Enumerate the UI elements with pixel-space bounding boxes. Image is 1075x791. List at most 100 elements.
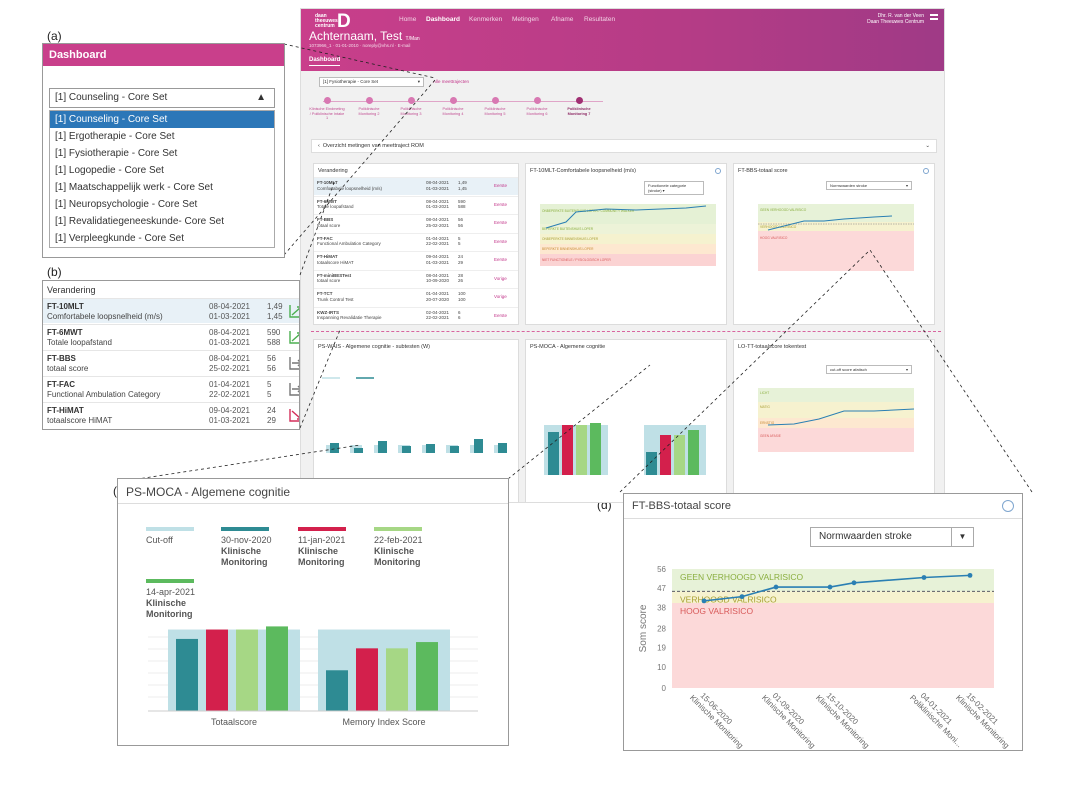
data-point — [773, 584, 779, 590]
data-point — [967, 572, 973, 578]
y-tick-label: 47 — [657, 584, 666, 593]
category-label: Totaalscore — [211, 717, 257, 727]
step-6[interactable]: Poliklinische Monitoring 6 — [519, 97, 555, 116]
table-row[interactable]: FT-HiMAT totaalscore HiMAT 09-04-2021 01-03… — [43, 402, 299, 427]
verandering-panel-small: Verandering FT-10MLT Comfortabele loopsne… — [313, 163, 519, 325]
trend-up-icon — [289, 305, 299, 318]
y-tick-label: 19 — [657, 644, 666, 653]
user-info[interactable]: Dhr. R. van der Veen Daan Theeuwes Centru… — [867, 13, 924, 25]
data-point — [851, 580, 857, 586]
y-axis-label: Som score — [638, 604, 649, 652]
table-row[interactable]: FT-miniBESTest totaal score 08-04-2021 10-0… — [314, 269, 518, 288]
x-tick-label: 15-02-2021Klinische Monitoring — [954, 687, 1017, 750]
trend-down-icon — [289, 409, 299, 422]
table-row[interactable]: FT-BBS totaal score 08-04-2021 25-02-2021 56… — [314, 214, 518, 232]
table-row[interactable]: FT-10MLT Comfortabele loopsnelheid (m/s) 0… — [314, 177, 518, 195]
svg-text:GEEN VERHOOGD VALRISICO: GEEN VERHOOGD VALRISICO — [760, 208, 807, 212]
logo-mark: D — [337, 11, 351, 32]
dashboard-app: daan theeuwes centrum D Home Dashboard Ken… — [300, 8, 945, 503]
option-counseling[interactable]: [1] Counseling - Core Set — [50, 111, 274, 128]
table-row[interactable]: FT-FAC Functional Ambulation Category 01-0… — [314, 232, 518, 251]
bar-14-apr-2021 — [266, 626, 288, 711]
legend-cutoff: Cut-off — [146, 527, 194, 546]
menu-icon[interactable] — [930, 14, 938, 20]
step-4[interactable]: Poliklinische Monitoring 4 — [435, 97, 471, 116]
svg-text:MATIG: MATIG — [760, 405, 770, 409]
table-row[interactable]: FT-BBS totaal score 08-04-2021 25-02-2021 56… — [43, 350, 299, 375]
patient-name: Achternaam, Test T/Man — [309, 29, 420, 43]
legend-22-feb-2021: 22-feb-2021 Klinische Monitoring — [374, 527, 423, 568]
date-cell: 09-04-2021 01-03-2021 — [209, 406, 250, 425]
svg-text:BEPERKTE BINNENSHUIS LOPER: BEPERKTE BINNENSHUIS LOPER — [542, 247, 594, 251]
measure-cell: FT-HiMAT totaalscore HiMAT — [47, 406, 113, 425]
normwaarden-select[interactable]: Normwaarden stroke ▼ — [810, 527, 974, 547]
bbs-small-select[interactable]: Normwaarden stroke ▾ — [826, 181, 912, 190]
option-fysiotherapie[interactable]: [1] Fysiotherapie - Core Set — [55, 148, 178, 159]
measure-cell: FT-FAC Functional Ambulation Category — [47, 380, 161, 399]
date-cell: 08-04-2021 01-03-2021 — [209, 328, 250, 347]
svg-text:GEEN AFASIE: GEEN AFASIE — [760, 434, 781, 438]
data-point — [827, 584, 833, 590]
measure-cell: FT-6MWT Totale loopafstand — [47, 328, 112, 347]
dropdown-zoom: Dashboard [1] Counseling - Core Set ▲ [1]… — [42, 43, 285, 258]
date-cell: 08-04-2021 01-03-2021 — [209, 302, 250, 321]
dropdown-options: [1] Counseling - Core Set [1] Ergotherap… — [49, 110, 275, 248]
step-7[interactable]: Poliklinische Monitoring 7 — [561, 97, 597, 116]
tenmlt-panel: FT-10MLT-Comfortabele loopsnelheid (m/s)… — [525, 163, 727, 325]
svg-text:BEPERKTE BUITENSHUIS LOPER: BEPERKTE BUITENSHUIS LOPER — [542, 227, 594, 231]
caret-up-icon: ▲ — [256, 92, 266, 103]
legend-14-apr-2021: 14-apr-2021 Klinische Monitoring — [146, 579, 195, 620]
step-1[interactable]: Klinische Eindmeting / Poliklinische Int… — [309, 97, 345, 121]
nav-resultaten[interactable]: Resultaten — [584, 16, 616, 23]
nav-metingen[interactable]: Metingen — [512, 16, 539, 23]
divider — [311, 331, 941, 332]
table-row[interactable]: FT-6MWT Totale loopafstand 08-04-2021 01-03… — [314, 195, 518, 214]
table-row[interactable]: KWZ-IRTS Inspanning Revalidatie Therapie 0… — [314, 306, 518, 325]
dashboard-tab[interactable]: Dashboard — [309, 57, 341, 66]
nav-dashboard[interactable]: Dashboard — [426, 16, 460, 23]
lott-chart: LICHT MATIG ERNSTIG GEEN AFASIE — [758, 388, 915, 452]
overview-bar[interactable]: ‹ Overzicht metingen van meettraject ROM… — [311, 139, 937, 153]
alle-meettrajecten-link[interactable]: Alle meettrajecten — [433, 79, 470, 84]
logo: daan theeuwes centrum — [315, 13, 338, 29]
verandering-title: Verandering — [47, 285, 96, 295]
bar-14-apr-2021 — [416, 642, 438, 711]
nav-kenmerken[interactable]: Kenmerken — [469, 16, 503, 23]
step-2[interactable]: Poliklinische Monitoring 2 — [351, 97, 387, 116]
step-5[interactable]: Poliklinische Monitoring 5 — [477, 97, 513, 116]
option-verpleegkunde[interactable]: [1] Verpleegkunde - Core Set — [55, 233, 184, 244]
chevron-left-icon: ‹ — [318, 143, 320, 149]
band-label: GEEN VERHOOGD VALRISICO — [680, 572, 804, 582]
app-header: daan theeuwes centrum D Home Dashboard Ken… — [301, 9, 944, 71]
date-cell: 01-04-2021 22-02-2021 — [209, 380, 250, 399]
tenmlt-select[interactable]: Functionele categorie (stroke) ▾ — [644, 181, 704, 195]
bar-11-jan-2021 — [356, 648, 378, 711]
svg-text:LICHT: LICHT — [760, 391, 769, 395]
nav-afname[interactable]: Afname — [551, 16, 574, 23]
trend-flat-icon — [289, 383, 299, 396]
table-row[interactable]: FT-TCT Trunk Control Test 01-04-2021 20-07-… — [314, 288, 518, 306]
step-3[interactable]: Poliklinische Monitoring 3 — [393, 97, 429, 116]
y-tick-label: 0 — [662, 684, 667, 693]
y-tick-label: 10 — [657, 663, 666, 672]
table-row[interactable]: FT-FAC Functional Ambulation Category 01-0… — [43, 376, 299, 401]
value-cell: 590 588 — [267, 328, 281, 347]
option-revalidatiegeneeskunde[interactable]: [1] Revalidatiegeneeskunde- Core Set — [55, 216, 224, 227]
bbs-zoom: FT-BBS-totaal score Normwaarden stroke ▼… — [623, 493, 1023, 751]
option-neuropsychologie[interactable]: [1] Neuropsychologie - Core Set — [55, 199, 198, 210]
info-circle-icon[interactable] — [1002, 500, 1014, 512]
table-row[interactable]: FT-HiMAT totaalscore HiMAT 09-04-2021 01-03… — [314, 251, 518, 269]
moca-zoom: PS-MOCA - Algemene cognitie Cut-off 30-n… — [117, 478, 509, 746]
set-select-expanded[interactable]: [1] Counseling - Core Set ▲ — [49, 88, 275, 108]
option-logopedie[interactable]: [1] Logopedie - Core Set — [55, 165, 164, 176]
bar-11-jan-2021 — [206, 629, 228, 711]
core-set-select[interactable]: [1] Fysiotherapie - Core Set ▾ — [319, 77, 424, 87]
value-cell: 56 56 — [267, 354, 276, 373]
table-row[interactable]: FT-6MWT Totale loopafstand 08-04-2021 01-03… — [43, 324, 299, 349]
verandering-zoom: Verandering FT-10MLT Comfortabele loopsne… — [42, 280, 300, 430]
table-row[interactable]: FT-10MLT Comfortabele loopsnelheid (m/s) 0… — [43, 298, 299, 323]
option-maatschappelijk-werk[interactable]: [1] Maatschappelijk werk - Core Set — [55, 182, 213, 193]
option-ergotherapie[interactable]: [1] Ergotherapie - Core Set — [55, 131, 175, 142]
nav-home[interactable]: Home — [399, 16, 417, 23]
trend-flat-icon — [289, 357, 299, 370]
